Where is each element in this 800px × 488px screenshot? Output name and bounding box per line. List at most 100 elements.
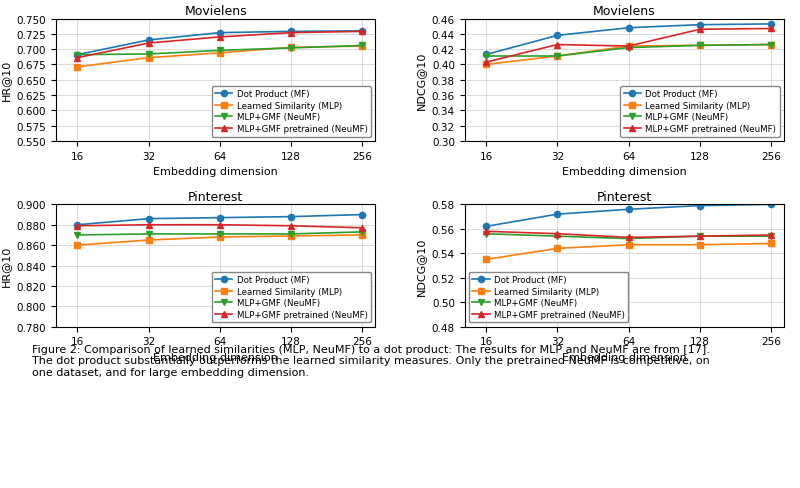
Y-axis label: NDCG@10: NDCG@10: [416, 237, 426, 295]
MLP+GMF (NeuMF): [624, 45, 634, 51]
Text: Figure 2: Comparison of learned similarities (MLP, NeuMF) to a dot product: The : Figure 2: Comparison of learned similari…: [32, 344, 710, 377]
MLP+GMF pretrained (NeuMF): [358, 225, 367, 231]
MLP+GMF (NeuMF): [286, 46, 296, 52]
Dot Product (MF): [286, 29, 296, 35]
Line: MLP+GMF pretrained (NeuMF): MLP+GMF pretrained (NeuMF): [483, 229, 774, 241]
MLP+GMF (NeuMF): [286, 231, 296, 237]
Learned Similarity (MLP): [482, 62, 491, 68]
MLP+GMF (NeuMF): [144, 52, 154, 58]
Dot Product (MF): [624, 26, 634, 32]
Line: MLP+GMF pretrained (NeuMF): MLP+GMF pretrained (NeuMF): [483, 26, 774, 66]
MLP+GMF pretrained (NeuMF): [766, 232, 776, 238]
MLP+GMF pretrained (NeuMF): [482, 229, 491, 235]
Learned Similarity (MLP): [144, 238, 154, 244]
MLP+GMF pretrained (NeuMF): [286, 31, 296, 37]
MLP+GMF (NeuMF): [553, 54, 562, 60]
MLP+GMF pretrained (NeuMF): [553, 42, 562, 48]
X-axis label: Embedding dimension: Embedding dimension: [154, 167, 278, 177]
MLP+GMF pretrained (NeuMF): [624, 44, 634, 50]
MLP+GMF (NeuMF): [766, 234, 776, 240]
Y-axis label: NDCG@10: NDCG@10: [416, 51, 426, 110]
Learned Similarity (MLP): [695, 242, 705, 248]
Learned Similarity (MLP): [286, 45, 296, 51]
MLP+GMF (NeuMF): [695, 234, 705, 240]
Dot Product (MF): [766, 202, 776, 208]
Learned Similarity (MLP): [73, 243, 82, 248]
Legend: Dot Product (MF), Learned Similarity (MLP), MLP+GMF (NeuMF), MLP+GMF pretrained : Dot Product (MF), Learned Similarity (ML…: [469, 272, 628, 323]
Line: Learned Similarity (MLP): Learned Similarity (MLP): [74, 232, 366, 249]
Dot Product (MF): [144, 216, 154, 222]
Dot Product (MF): [482, 224, 491, 230]
Legend: Dot Product (MF), Learned Similarity (MLP), MLP+GMF (NeuMF), MLP+GMF pretrained : Dot Product (MF), Learned Similarity (ML…: [621, 87, 780, 137]
MLP+GMF pretrained (NeuMF): [73, 224, 82, 229]
Dot Product (MF): [286, 214, 296, 220]
MLP+GMF (NeuMF): [482, 231, 491, 237]
MLP+GMF (NeuMF): [624, 236, 634, 242]
Dot Product (MF): [482, 52, 491, 58]
Dot Product (MF): [624, 207, 634, 213]
Line: MLP+GMF (NeuMF): MLP+GMF (NeuMF): [483, 231, 774, 242]
X-axis label: Embedding dimension: Embedding dimension: [562, 167, 686, 177]
Dot Product (MF): [215, 31, 225, 37]
Learned Similarity (MLP): [624, 44, 634, 50]
MLP+GMF pretrained (NeuMF): [215, 223, 225, 228]
Dot Product (MF): [695, 203, 705, 209]
MLP+GMF (NeuMF): [695, 43, 705, 49]
Dot Product (MF): [215, 215, 225, 221]
Dot Product (MF): [358, 29, 367, 35]
Learned Similarity (MLP): [766, 241, 776, 247]
MLP+GMF pretrained (NeuMF): [144, 41, 154, 47]
Title: Movielens: Movielens: [593, 5, 656, 19]
Learned Similarity (MLP): [358, 232, 367, 238]
Title: Movielens: Movielens: [184, 5, 247, 19]
Learned Similarity (MLP): [482, 257, 491, 263]
MLP+GMF (NeuMF): [73, 232, 82, 238]
Title: Pinterest: Pinterest: [188, 191, 243, 204]
Learned Similarity (MLP): [73, 65, 82, 71]
MLP+GMF (NeuMF): [73, 53, 82, 59]
Learned Similarity (MLP): [553, 246, 562, 252]
Line: MLP+GMF (NeuMF): MLP+GMF (NeuMF): [74, 43, 366, 59]
X-axis label: Embedding dimension: Embedding dimension: [562, 352, 686, 362]
Learned Similarity (MLP): [215, 235, 225, 241]
Dot Product (MF): [144, 38, 154, 44]
MLP+GMF pretrained (NeuMF): [695, 27, 705, 33]
Learned Similarity (MLP): [215, 51, 225, 57]
Line: MLP+GMF (NeuMF): MLP+GMF (NeuMF): [74, 229, 366, 239]
MLP+GMF (NeuMF): [358, 229, 367, 235]
Legend: Dot Product (MF), Learned Similarity (MLP), MLP+GMF (NeuMF), MLP+GMF pretrained : Dot Product (MF), Learned Similarity (ML…: [212, 272, 371, 323]
Line: Learned Similarity (MLP): Learned Similarity (MLP): [483, 42, 774, 68]
MLP+GMF pretrained (NeuMF): [215, 35, 225, 41]
Learned Similarity (MLP): [553, 54, 562, 60]
MLP+GMF (NeuMF): [215, 231, 225, 237]
Learned Similarity (MLP): [358, 44, 367, 50]
MLP+GMF pretrained (NeuMF): [766, 26, 776, 32]
X-axis label: Embedding dimension: Embedding dimension: [154, 352, 278, 362]
MLP+GMF (NeuMF): [215, 48, 225, 54]
MLP+GMF (NeuMF): [358, 43, 367, 49]
Title: Pinterest: Pinterest: [597, 191, 652, 204]
MLP+GMF (NeuMF): [144, 231, 154, 237]
Dot Product (MF): [358, 212, 367, 218]
Line: Dot Product (MF): Dot Product (MF): [74, 29, 366, 59]
MLP+GMF (NeuMF): [553, 234, 562, 240]
Line: Dot Product (MF): Dot Product (MF): [74, 212, 366, 228]
Line: Learned Similarity (MLP): Learned Similarity (MLP): [74, 44, 366, 71]
Learned Similarity (MLP): [624, 242, 634, 248]
Y-axis label: HR@10: HR@10: [1, 245, 11, 286]
MLP+GMF pretrained (NeuMF): [286, 224, 296, 229]
MLP+GMF (NeuMF): [766, 42, 776, 48]
Learned Similarity (MLP): [695, 43, 705, 49]
MLP+GMF pretrained (NeuMF): [624, 235, 634, 241]
MLP+GMF pretrained (NeuMF): [73, 56, 82, 61]
Line: MLP+GMF pretrained (NeuMF): MLP+GMF pretrained (NeuMF): [74, 29, 366, 61]
Learned Similarity (MLP): [144, 56, 154, 61]
Line: Learned Similarity (MLP): Learned Similarity (MLP): [483, 241, 774, 263]
Learned Similarity (MLP): [766, 42, 776, 48]
Learned Similarity (MLP): [286, 234, 296, 240]
Dot Product (MF): [553, 33, 562, 39]
Line: Dot Product (MF): Dot Product (MF): [483, 202, 774, 230]
MLP+GMF pretrained (NeuMF): [144, 223, 154, 228]
MLP+GMF pretrained (NeuMF): [358, 29, 367, 35]
Dot Product (MF): [766, 22, 776, 28]
